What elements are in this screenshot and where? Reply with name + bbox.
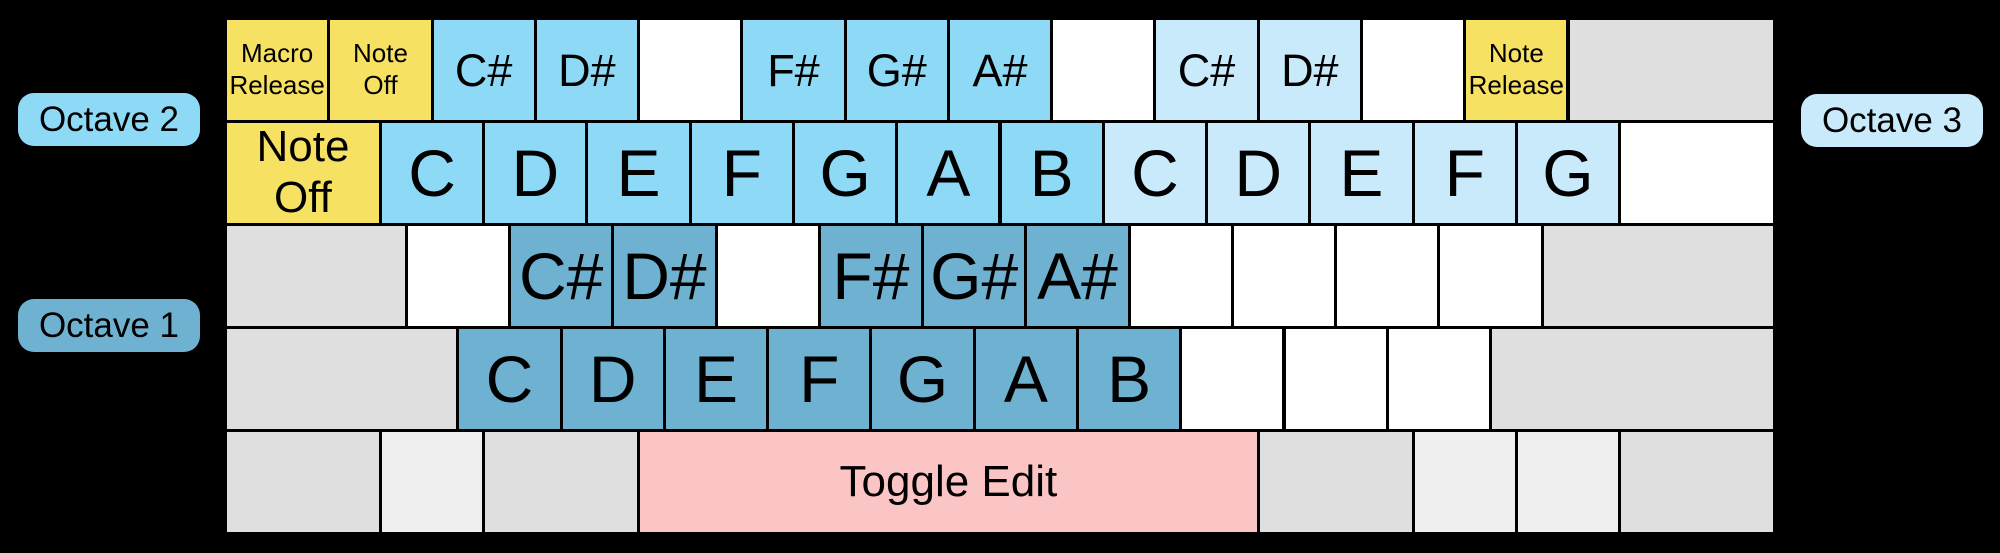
key-l-unassigned (1233, 226, 1335, 326)
key-5-fsharp-octave2: F# (743, 20, 844, 120)
key-8-unassigned (1053, 20, 1154, 120)
key-j-asharp-octave1: A# (1027, 226, 1128, 326)
key-slash-unassigned (1388, 329, 1490, 429)
key-backspace (1569, 20, 1773, 120)
key-capslock (227, 226, 405, 326)
key-enter (1543, 226, 1773, 326)
key-menu (1517, 432, 1619, 532)
octave-2-label: Octave 2 (18, 93, 200, 146)
key-w-d-octave2: D (485, 123, 586, 223)
key-p-e-octave3: E (1311, 123, 1412, 223)
key-g-fsharp-octave1: F# (820, 226, 922, 326)
key-1-note-off: Note Off (330, 20, 431, 120)
key-m-b-octave1: B (1079, 329, 1180, 429)
octave-1-label: Octave 1 (18, 299, 200, 352)
key-4-unassigned (640, 20, 741, 120)
key-e-e-octave2: E (588, 123, 689, 223)
key-rbracket-g-octave3: G (1517, 123, 1619, 223)
key-comma-unassigned (1182, 329, 1283, 429)
key-b-g-octave1: G (872, 329, 973, 429)
octave-3-label: Octave 3 (1801, 94, 1983, 147)
key-right-shift (1492, 329, 1773, 429)
key-backslash-unassigned (1621, 123, 1773, 223)
key-y-a-octave2: A (898, 123, 999, 223)
key-9-csharp-octave3: C# (1156, 20, 1257, 120)
key-left-alt (485, 432, 638, 532)
key-right-ctrl (1621, 432, 1773, 532)
key-left-shift (227, 329, 457, 429)
key-grave-macro-release: Macro Release (227, 20, 328, 120)
key-o-d-octave3: D (1208, 123, 1309, 223)
keyboard: Macro Release Note Off C# D# F# G# A# C# D# Note … (224, 17, 1776, 535)
key-period-unassigned (1285, 329, 1386, 429)
key-v-f-octave1: F (769, 329, 870, 429)
key-right-alt (1259, 432, 1412, 532)
key-n-a-octave1: A (975, 329, 1076, 429)
key-7-asharp-octave2: A# (949, 20, 1051, 120)
key-tab-note-off: Note Off (227, 122, 379, 223)
key-x-d-octave1: D (562, 329, 663, 429)
key-q-c-octave2: C (381, 123, 483, 223)
key-f-unassigned (717, 226, 818, 326)
key-minus-unassigned (1362, 20, 1464, 120)
key-i-c-octave3: C (1104, 123, 1206, 223)
key-t-g-octave2: G (795, 123, 896, 223)
key-6-gsharp-octave2: G# (846, 20, 947, 120)
key-right-super (1414, 432, 1515, 532)
key-3-dsharp-octave2: D# (536, 20, 638, 120)
key-d-dsharp-octave1: D# (614, 226, 715, 326)
key-u-b-octave2: B (1001, 123, 1102, 223)
key-left-ctrl (227, 432, 379, 532)
key-lbracket-f-octave3: F (1414, 123, 1515, 223)
key-k-unassigned (1130, 226, 1231, 326)
key-r-f-octave2: F (691, 123, 792, 223)
key-0-dsharp-octave3: D# (1259, 20, 1360, 120)
key-2-csharp-octave2: C# (433, 20, 534, 120)
key-h-gsharp-octave1: G# (924, 226, 1025, 326)
key-left-super (381, 432, 483, 532)
key-s-csharp-octave1: C# (511, 226, 612, 326)
key-space-toggle-edit: Toggle Edit (640, 432, 1257, 532)
key-c-e-octave1: E (665, 329, 767, 429)
key-semicolon-unassigned (1337, 226, 1438, 326)
key-quote-unassigned (1440, 226, 1541, 326)
key-equals-note-release: Note Release (1466, 20, 1567, 120)
key-z-c-octave1: C (459, 329, 560, 429)
key-a-unassigned (407, 226, 508, 326)
